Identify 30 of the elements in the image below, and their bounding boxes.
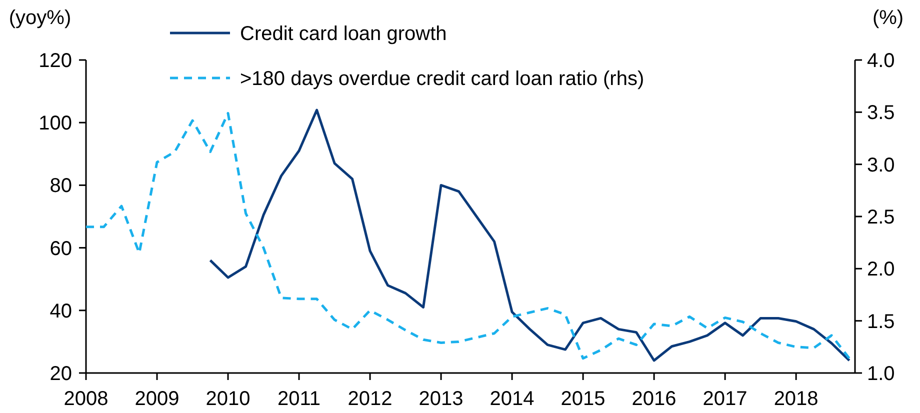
y2-tick-label: 1.0 — [867, 363, 895, 385]
y2-tick-label: 2.5 — [867, 206, 895, 228]
y2-tick-label: 1.5 — [867, 310, 895, 333]
y-axis-title: (yoy%) — [8, 7, 72, 29]
y2-tick-label: 3.0 — [867, 154, 895, 176]
y2-tick-label: 2.0 — [867, 258, 895, 281]
x-tick-label: 2013 — [418, 388, 464, 410]
x-tick-label: 2011 — [278, 388, 321, 410]
y-tick-label: 100 — [38, 112, 72, 135]
y2-axis-title: (%) — [872, 7, 904, 29]
y2-tick-label: 4.0 — [867, 50, 895, 72]
y-tick-label: 20 — [50, 363, 72, 385]
legend-label: Credit card loan growth — [240, 23, 447, 45]
x-tick-label: 2010 — [206, 388, 250, 410]
line-series — [209, 108, 851, 362]
y2-tick-label: 3.5 — [867, 102, 895, 124]
y-tick-label: 40 — [50, 300, 72, 322]
y-tick-label: 60 — [50, 238, 72, 260]
legend-label: >180 days overdue credit card loan ratio (rhs) — [240, 68, 644, 90]
x-tick-label: 2009 — [134, 388, 180, 410]
x-tick-label: 2014 — [490, 388, 534, 410]
x-tick-label: 2012 — [348, 388, 392, 410]
x-tick-label: 2017 — [702, 388, 748, 410]
y-tick-label: 120 — [38, 50, 72, 72]
x-tick-label: 2008 — [64, 388, 108, 410]
x-tick-label: 2016 — [632, 388, 676, 410]
y-tick-label: 80 — [50, 175, 72, 198]
x-tick-label: 2015 — [560, 388, 606, 410]
x-tick-label: 2018 — [774, 388, 818, 410]
line-series — [84, 112, 851, 360]
